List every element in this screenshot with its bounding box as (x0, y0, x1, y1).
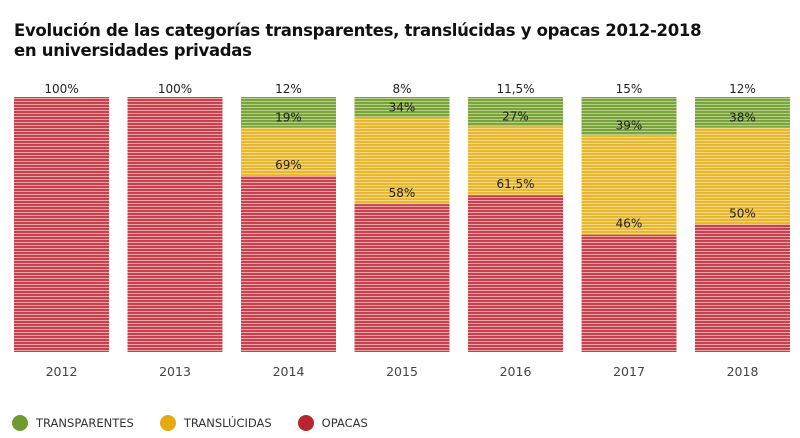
bar-segment-transparentes-2015 (354, 97, 450, 118)
data-label-opacas: 58% (389, 186, 416, 200)
bar-segment-opacas-2013 (127, 97, 223, 352)
bar-segment-opacas-2018 (695, 224, 790, 352)
data-label: 100% (44, 82, 78, 96)
legend-label: TRANSLÚCIDAS (183, 416, 272, 430)
x-tick-label: 2014 (273, 364, 305, 379)
bar-segment-translucidas-2018 (695, 127, 790, 225)
legend-item-translucidas: TRANSLÚCIDAS (159, 415, 272, 431)
bar-segment-transparentes-2014 (241, 97, 336, 128)
legend: TRANSPARENTES TRANSLÚCIDAS OPACAS (12, 415, 394, 431)
bar-segment-translucidas-2015 (354, 117, 450, 205)
x-tick-label: 2018 (727, 364, 759, 379)
bar-segment-opacas-2017 (581, 234, 677, 352)
bar-segment-opacas-2015 (354, 204, 450, 352)
legend-swatch-green (12, 415, 28, 431)
bar-segment-translucidas-2014 (241, 127, 336, 177)
legend-item-opacas: OPACAS (297, 415, 368, 431)
bar-segment-transparentes-2018 (695, 97, 790, 128)
data-label-opacas: 46% (616, 217, 643, 231)
x-tick-label: 2016 (500, 364, 532, 379)
chart-title: Evolución de las categorías transparente… (14, 21, 702, 60)
bar-segment-opacas-2014 (241, 176, 336, 352)
x-tick-label: 2017 (613, 364, 645, 379)
x-tick-label: 2015 (386, 364, 418, 379)
data-label-opacas: 69% (275, 158, 302, 172)
stacked-bar-chart: 100% 100% 12% 19% 69% 8% 34% 58% 11,5% 27% 61,5% 15… (14, 82, 790, 379)
legend-swatch-yellow (159, 415, 176, 431)
data-label-translucidas: 38% (729, 111, 756, 125)
data-label-translucidas: 19% (275, 111, 302, 125)
legend-item-transparentes: TRANSPARENTES (12, 415, 134, 431)
bar-segment-translucidas-2017 (581, 135, 677, 235)
data-label-opacas: 61,5% (496, 177, 534, 191)
data-label-transparentes: 15% (616, 82, 643, 96)
bar-segment-translucidas-2016 (468, 126, 563, 196)
data-label-transparentes: 12% (729, 82, 756, 96)
bar-segment-transparentes-2016 (468, 97, 563, 127)
data-label-transparentes: 8% (392, 82, 411, 96)
legend-label: TRANSPARENTES (36, 416, 134, 430)
legend-swatch-red (297, 415, 314, 431)
data-label-translucidas: 39% (616, 118, 643, 132)
legend-label: OPACAS (321, 416, 368, 430)
data-label-transparentes: 11,5% (496, 82, 534, 96)
data-label-opacas: 50% (729, 207, 756, 221)
x-tick-label: 2012 (46, 364, 78, 379)
data-label-transparentes: 12% (275, 82, 302, 96)
bar-segment-opacas-2012 (14, 97, 109, 352)
data-label: 100% (158, 82, 192, 96)
bar-segment-opacas-2016 (468, 195, 563, 352)
x-tick-label: 2013 (159, 364, 191, 379)
data-label-translucidas: 34% (389, 100, 416, 114)
bar-segment-transparentes-2017 (581, 97, 677, 136)
data-label-translucidas: 27% (502, 109, 529, 123)
